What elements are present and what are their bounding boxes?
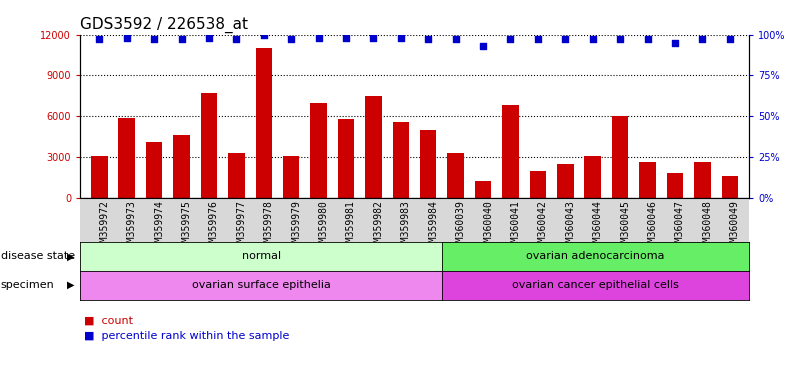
Text: ▶: ▶: [66, 280, 74, 290]
Bar: [146, 142, 163, 198]
Text: GSM360039: GSM360039: [456, 200, 465, 253]
Bar: [666, 173, 683, 198]
Text: GSM359979: GSM359979: [292, 200, 301, 253]
Point: [257, 31, 270, 38]
Bar: [201, 93, 217, 198]
Bar: [529, 170, 546, 198]
Text: GSM359978: GSM359978: [264, 200, 274, 253]
Text: GSM359975: GSM359975: [182, 200, 191, 253]
Text: GSM359981: GSM359981: [346, 200, 356, 253]
Text: GSM359983: GSM359983: [400, 200, 411, 253]
Text: GSM359976: GSM359976: [209, 200, 219, 253]
Point: [669, 40, 682, 46]
Text: GSM359972: GSM359972: [99, 200, 109, 253]
Text: specimen: specimen: [1, 280, 54, 290]
Bar: [612, 116, 628, 198]
Point: [531, 36, 544, 43]
Text: ovarian cancer epithelial cells: ovarian cancer epithelial cells: [512, 280, 679, 290]
Point: [367, 35, 380, 41]
Text: ■  count: ■ count: [84, 316, 133, 326]
Point: [175, 36, 188, 43]
Bar: [722, 176, 738, 198]
Text: GSM360049: GSM360049: [730, 200, 740, 253]
Text: ■  percentile rank within the sample: ■ percentile rank within the sample: [84, 331, 289, 341]
Point: [203, 35, 215, 41]
Text: GSM359977: GSM359977: [236, 200, 247, 253]
Text: GSM359973: GSM359973: [127, 200, 137, 253]
Text: GDS3592 / 226538_at: GDS3592 / 226538_at: [80, 17, 248, 33]
Text: disease state: disease state: [1, 251, 75, 262]
Bar: [365, 96, 381, 198]
Point: [696, 36, 709, 43]
Text: GSM360042: GSM360042: [537, 200, 548, 253]
Bar: [694, 162, 710, 198]
Point: [230, 36, 243, 43]
Point: [120, 35, 133, 41]
Point: [723, 36, 736, 43]
Bar: [228, 153, 244, 198]
Point: [340, 35, 352, 41]
Point: [93, 36, 106, 43]
Text: ovarian adenocarcinoma: ovarian adenocarcinoma: [526, 251, 665, 262]
Text: ovarian surface epithelia: ovarian surface epithelia: [191, 280, 331, 290]
Text: GSM359982: GSM359982: [373, 200, 384, 253]
Text: GSM360048: GSM360048: [702, 200, 712, 253]
Text: normal: normal: [242, 251, 281, 262]
Point: [477, 43, 489, 49]
Point: [147, 36, 160, 43]
Bar: [91, 156, 107, 198]
Text: GSM360041: GSM360041: [510, 200, 521, 253]
Point: [449, 36, 462, 43]
Point: [614, 36, 626, 43]
Point: [559, 36, 572, 43]
Point: [312, 35, 325, 41]
Text: ▶: ▶: [66, 251, 74, 262]
Bar: [310, 103, 327, 198]
Text: GSM360046: GSM360046: [647, 200, 658, 253]
Bar: [338, 119, 354, 198]
Bar: [502, 105, 519, 198]
Bar: [283, 156, 300, 198]
Bar: [119, 118, 135, 198]
Point: [641, 36, 654, 43]
Text: GSM360045: GSM360045: [620, 200, 630, 253]
Bar: [392, 122, 409, 198]
Bar: [557, 164, 574, 198]
Point: [586, 36, 599, 43]
Point: [285, 36, 298, 43]
Text: GSM359984: GSM359984: [429, 200, 438, 253]
Bar: [256, 48, 272, 198]
Text: GSM360044: GSM360044: [593, 200, 602, 253]
Point: [394, 35, 407, 41]
Text: GSM360040: GSM360040: [483, 200, 493, 253]
Text: GSM359980: GSM359980: [319, 200, 328, 253]
Text: GSM360043: GSM360043: [566, 200, 575, 253]
Point: [422, 36, 435, 43]
Bar: [475, 182, 491, 198]
Bar: [448, 153, 464, 198]
Bar: [585, 156, 601, 198]
Text: GSM360047: GSM360047: [675, 200, 685, 253]
Bar: [639, 162, 656, 198]
Text: GSM359974: GSM359974: [154, 200, 164, 253]
Point: [504, 36, 517, 43]
Bar: [420, 130, 437, 198]
Bar: [173, 135, 190, 198]
